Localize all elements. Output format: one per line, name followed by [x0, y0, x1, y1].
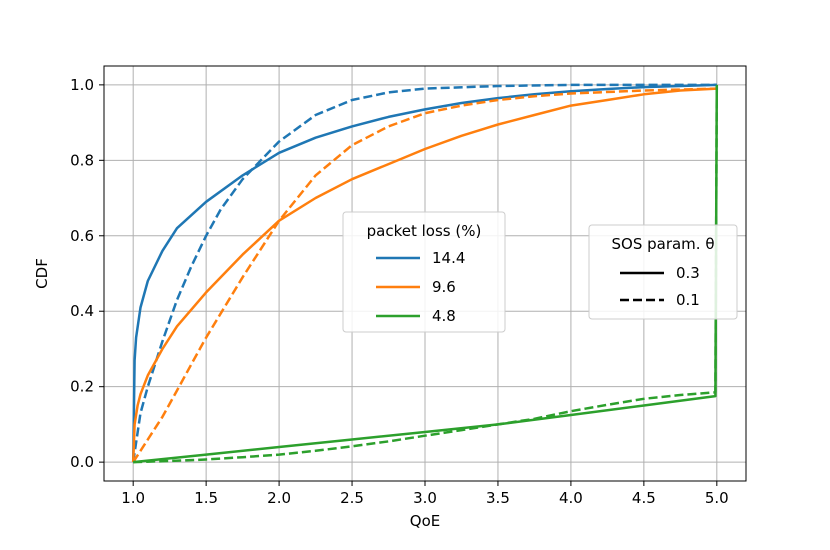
series-line-loss-14-4-theta-0-3 — [131, 83, 717, 463]
legend-label-14-4: 14.4 — [432, 249, 465, 267]
series-line-loss-14-4-theta-0-1 — [131, 83, 717, 463]
y-axis-label: CDF — [33, 258, 51, 289]
x-tick-label: 2.5 — [340, 489, 364, 507]
x-tick-label: 5.0 — [705, 489, 729, 507]
x-tick-label: 4.0 — [559, 489, 583, 507]
legend-sos-theta-title: SOS param. θ — [611, 235, 714, 253]
y-tick-label: 1.0 — [70, 76, 94, 94]
legend-packet-loss-box — [342, 211, 506, 333]
y-tick-label: 0.6 — [70, 227, 94, 245]
legend-packet-loss: packet loss (%) 14.4 9.6 4.8 — [342, 211, 506, 333]
x-tick-label: 3.5 — [486, 489, 510, 507]
x-axis-label: QoE — [410, 512, 440, 530]
series-line-loss-4-8-theta-0-3 — [133, 84, 719, 464]
series-line-loss-4-8-theta-0-1 — [133, 84, 719, 464]
y-tick-label: 0.4 — [70, 302, 94, 320]
legend-label-theta-0-3: 0.3 — [676, 264, 700, 282]
y-tick-label: 0.8 — [70, 151, 94, 169]
series-lines — [131, 83, 719, 464]
x-tick-label: 4.5 — [632, 489, 656, 507]
series-line-loss-9-6-theta-0-1 — [132, 87, 717, 463]
series-line-loss-9-6-theta-0-3 — [131, 87, 717, 463]
x-tick-label: 3.0 — [413, 489, 437, 507]
legend-label-4-8: 4.8 — [432, 307, 456, 325]
legend-packet-loss-title: packet loss (%) — [367, 222, 482, 240]
x-tick-label: 1.0 — [121, 489, 145, 507]
y-tick-label: 0.2 — [70, 378, 94, 396]
y-tick-label: 0.0 — [70, 453, 94, 471]
legend-sos-theta: SOS param. θ 0.3 0.1 — [588, 224, 738, 320]
legend-label-9-6: 9.6 — [432, 278, 456, 296]
x-tick-label: 2.0 — [267, 489, 291, 507]
axis-ticks: 1.0 1.5 2.0 2.5 3.0 3.5 4.0 4.5 5.0 0.0 0.2 0.4 0.6 0… — [70, 76, 729, 507]
x-tick-label: 1.5 — [194, 489, 218, 507]
legend-label-theta-0-1: 0.1 — [676, 291, 700, 309]
